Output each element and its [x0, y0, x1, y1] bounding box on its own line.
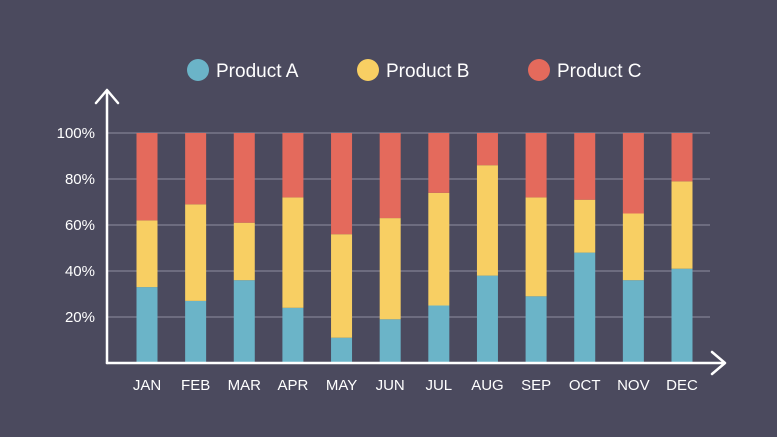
axes — [94, 88, 727, 376]
bar-segment — [331, 133, 353, 235]
bar-segment — [185, 300, 207, 363]
bar-segment — [136, 133, 158, 221]
x-tick-label: APR — [277, 377, 308, 394]
bar-segment — [574, 199, 596, 253]
x-tick-label: AUG — [471, 377, 504, 394]
legend-swatch — [528, 59, 550, 81]
bar-segment — [428, 133, 450, 193]
bar-segment — [233, 222, 255, 281]
bar-segment — [574, 252, 596, 363]
bar-segment — [671, 133, 693, 182]
x-axis-arrow — [105, 350, 727, 376]
y-tick-label: 20% — [65, 309, 95, 326]
y-tick-label: 60% — [65, 217, 95, 234]
bar-segment — [233, 133, 255, 223]
bar-segment — [185, 204, 207, 301]
bar-segment — [379, 218, 401, 320]
bar-segment — [476, 165, 498, 276]
bar-segment — [622, 280, 644, 363]
bar-segment — [622, 133, 644, 214]
bar-segment — [233, 280, 255, 363]
x-tick-label: DEC — [666, 377, 698, 394]
bar-segment — [185, 133, 207, 205]
bar-segment — [428, 305, 450, 363]
x-axis-ticks: JAN FEB MAR APR MAY JUN JUL AUG SEP OCT NOV DEC — [133, 377, 698, 394]
legend-label: Product C — [557, 61, 641, 82]
x-tick-label: FEB — [181, 377, 210, 394]
bar-segment — [574, 133, 596, 200]
bar-segment — [476, 275, 498, 363]
bar-segment — [525, 296, 547, 363]
bar-segment — [282, 197, 304, 308]
x-tick-label: MAR — [228, 377, 262, 394]
y-tick-label: 40% — [65, 263, 95, 280]
legend: Product A Product B Product C — [187, 59, 641, 82]
bar-segment — [671, 181, 693, 269]
bar-segment — [136, 220, 158, 288]
bar-segment — [379, 319, 401, 363]
bar-segment — [525, 197, 547, 297]
bar-segment — [282, 307, 304, 363]
bar-segment — [428, 192, 450, 306]
bars — [136, 133, 693, 363]
y-axis-arrow — [94, 88, 120, 365]
bar-segment — [379, 133, 401, 219]
legend-swatch — [187, 59, 209, 81]
bar-segment — [331, 337, 353, 363]
x-tick-label: SEP — [521, 377, 551, 394]
bar-segment — [622, 213, 644, 281]
legend-label: Product B — [386, 61, 469, 82]
bar-segment — [136, 287, 158, 363]
x-tick-label: OCT — [569, 377, 601, 394]
bar-segment — [282, 133, 304, 198]
bar-segment — [671, 268, 693, 363]
bar-segment — [525, 133, 547, 198]
x-tick-label: JAN — [133, 377, 161, 394]
x-tick-label: NOV — [617, 377, 650, 394]
y-tick-label: 80% — [65, 171, 95, 188]
x-tick-label: JUN — [376, 377, 405, 394]
legend-swatch — [357, 59, 379, 81]
y-axis-ticks: 20% 40% 60% 80% 100% — [57, 125, 95, 326]
gridlines — [107, 132, 710, 318]
legend-label: Product A — [216, 61, 299, 82]
bar-segment — [476, 133, 498, 166]
bar-segment — [331, 234, 353, 338]
x-tick-label: JUL — [425, 377, 452, 394]
y-tick-label: 100% — [57, 125, 95, 142]
x-tick-label: MAY — [326, 377, 357, 394]
